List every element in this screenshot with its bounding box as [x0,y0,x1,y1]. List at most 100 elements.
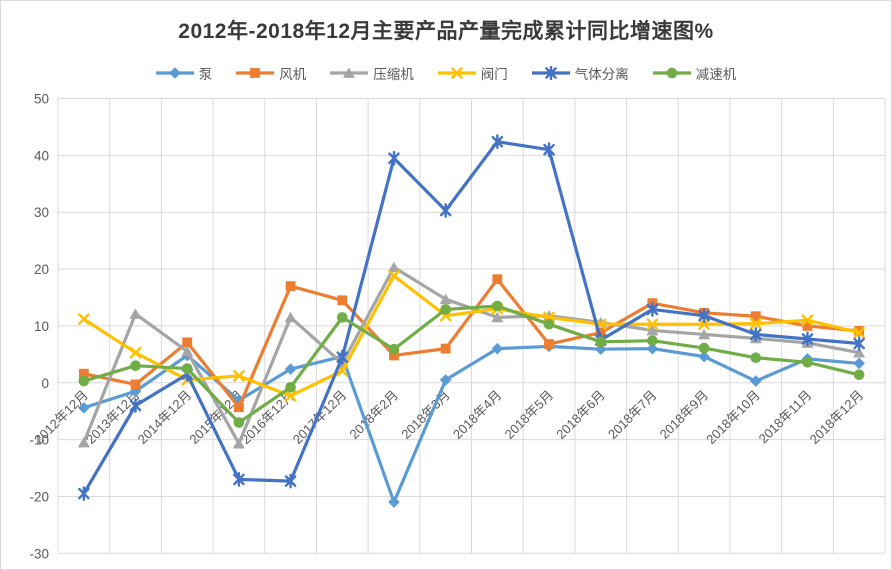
series-marker [544,66,557,80]
series-marker [698,328,711,340]
series-marker [336,312,348,323]
legend-marker-icon [155,67,194,79]
series-marker [491,134,504,150]
series-marker [749,317,762,330]
series-marker [181,363,193,374]
series-marker [130,360,141,371]
x-tick-label: 2017年12月 [290,387,350,447]
x-tick-label: 2018年7月 [605,387,660,442]
series-marker [439,203,452,218]
series-line [82,277,861,409]
x-tick-label: 2018年12月 [807,387,867,447]
series-marker [698,342,710,354]
series-marker [284,390,297,402]
series-marker [544,339,554,349]
series-marker [750,311,761,322]
series-marker [802,321,813,331]
y-tick-label: 10 [34,319,49,334]
series-marker [388,150,400,166]
series-marker [233,471,245,487]
series-marker [285,281,296,292]
y-tick-label: 20 [34,262,49,277]
series-marker [853,336,865,351]
legend-item: 风机 [236,63,306,83]
series-marker [250,68,261,78]
series-marker [388,343,400,355]
series-marker [388,496,400,508]
series-marker [491,311,504,323]
series-marker [388,270,400,282]
series-marker [284,473,297,489]
series-气体分离 [78,134,865,502]
series-marker [492,300,503,312]
legend: 泵 风机 压缩机 阀门 气体分离 减速机 [1,63,891,83]
series-marker [749,327,762,342]
series-marker [491,342,504,355]
series-marker [492,274,503,285]
series-marker [78,313,90,325]
series-减速机 [78,300,865,428]
legend-item: 气体分离 [531,63,629,83]
legend-label: 风机 [279,67,307,82]
series-marker [853,369,865,381]
series-marker [543,142,555,158]
series-marker [801,331,814,347]
legend-label: 泵 [198,67,213,82]
series-marker [646,318,659,330]
x-tick-label: 2018年11月 [756,387,815,446]
series-marker [698,308,710,324]
x-tick-label: 2018年5月 [502,387,557,442]
series-marker [77,436,90,448]
series-marker [439,293,452,305]
y-tick-label: -10 [29,433,49,448]
series-marker [646,324,659,336]
legend-item: 减速机 [652,63,737,83]
y-tick-label: -30 [29,546,49,561]
series-marker [646,302,659,317]
series-line [82,140,861,496]
x-tick-label: 2018年3月 [398,387,453,442]
series-marker [666,67,678,79]
series-marker [168,67,181,79]
series-marker [285,381,296,393]
series-marker [854,326,865,336]
series-line [82,304,861,425]
series-marker [802,356,813,368]
series-marker [234,402,244,413]
series-marker [232,437,245,449]
series-marker [336,349,349,365]
legend-label: 压缩机 [373,67,414,82]
series-marker [78,368,89,379]
x-tick-label: 2013年12月 [83,387,143,447]
series-marker [543,318,555,330]
series-marker [439,374,452,386]
series-marker [595,336,607,348]
y-tick-label: 40 [34,148,49,163]
x-tick-label: 2018年4月 [450,387,505,442]
legend-marker-icon [236,68,275,78]
series-marker [594,343,607,356]
series-marker [233,417,245,428]
series-marker [130,379,141,390]
series-marker [853,326,865,339]
series-marker [647,335,658,346]
series-marker [646,342,659,355]
series-marker [853,347,866,358]
series-marker [450,67,463,79]
series-marker [129,308,142,319]
series-marker [749,375,762,387]
y-tick-label: -20 [29,489,49,504]
series-marker [853,357,865,370]
series-marker [387,261,400,273]
series-marker [801,314,814,327]
series-marker [440,343,451,354]
series-marker [698,318,710,330]
legend-label: 减速机 [695,67,737,82]
x-tick-label: 2018年10月 [703,387,763,447]
legend-item: 压缩机 [330,63,414,83]
y-tick-label: 30 [34,205,49,220]
series-marker [129,346,142,359]
series-marker [182,337,193,348]
legend-item: 阀门 [437,63,508,83]
